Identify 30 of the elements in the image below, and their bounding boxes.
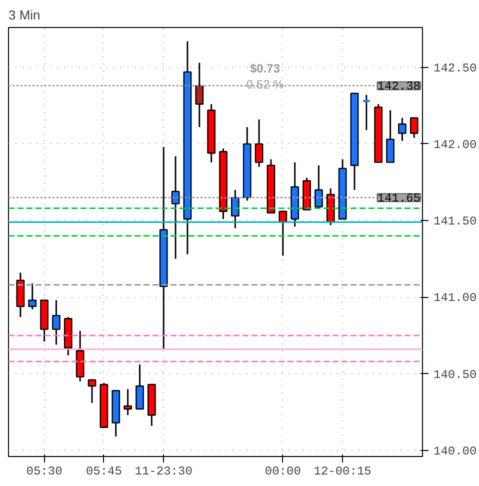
candlestick [124,388,132,416]
candlestick [195,62,204,128]
x-tick-label: 05:45 [86,464,122,478]
candlestick [410,117,418,139]
candlestick [52,299,60,346]
ref-line-label: 141.65 [377,192,421,206]
candlestick [231,189,240,229]
y-tick-label: 141.50 [434,214,477,229]
x-tick-label: 05:30 [26,464,62,478]
y-tick-label: 141.00 [434,291,477,306]
candlestick [254,118,264,168]
chart-title: 3 Min [8,8,40,22]
candlestick [314,164,323,210]
annotation: $0.73 [250,62,280,76]
y-tick-label: 140.50 [434,368,477,382]
candlestick [88,379,96,404]
y-tick-label: 142.50 [434,61,477,76]
x-tick-label: 00:00 [264,464,301,478]
y-tick-label: 140.00 [434,444,477,458]
y-tick-label: 142.00 [434,138,477,152]
x-tick-label: 12-00:15 [314,464,372,478]
candlestick [278,210,288,257]
x-tick-label: 11-23:30 [134,464,192,478]
candlestick [386,109,394,164]
candlestick [398,117,406,142]
ref-line-label: 142.38 [377,80,421,94]
candlestick [362,94,372,131]
candlestick [171,155,180,260]
candlestick [136,364,144,410]
candlestick [28,282,37,310]
